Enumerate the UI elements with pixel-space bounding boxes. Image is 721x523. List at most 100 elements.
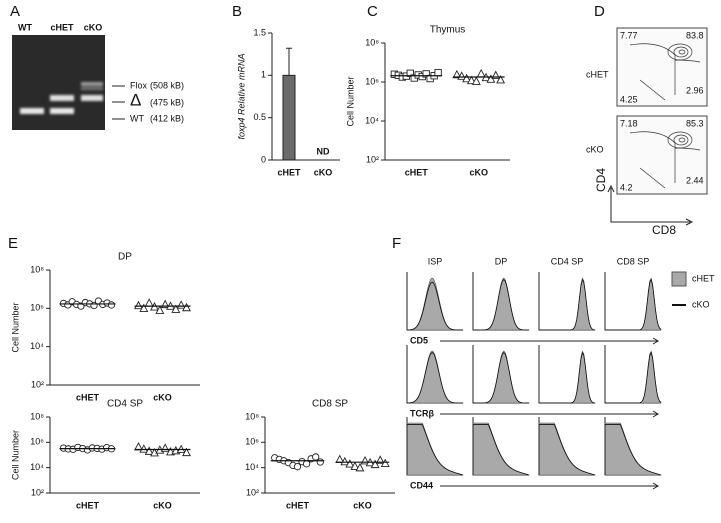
data-point (467, 75, 476, 85)
y-tick-label: 10⁸ (245, 411, 259, 421)
y-tick-label: 10² (246, 487, 259, 497)
data-point (345, 459, 355, 468)
y-tick-label: 10⁸ (365, 37, 379, 47)
x-tick-label: cHET (405, 167, 429, 177)
chart-title: Thymus (430, 25, 466, 36)
data-point (139, 303, 149, 312)
lane-label: cHET (50, 22, 74, 32)
data-point (176, 300, 186, 309)
y-tick-label: 10⁶ (30, 437, 44, 447)
data-point (312, 453, 320, 461)
axes (384, 43, 510, 161)
x-tick-label: cKO (314, 167, 333, 177)
y-tick-label: 10⁴ (365, 115, 379, 125)
quadrant-value: 83.8 (686, 30, 704, 40)
histogram-cko (604, 424, 662, 476)
x-tick-label: cKO (153, 500, 172, 510)
row-arrow (440, 337, 659, 345)
flow-group: cHET (586, 69, 609, 79)
x-tick-label: cHET (286, 500, 310, 510)
data-point (380, 458, 390, 467)
histogram-cko (406, 352, 464, 404)
data-point (471, 76, 481, 85)
histogram-cko (473, 351, 530, 404)
axes (49, 417, 200, 494)
histogram-chet (604, 422, 662, 476)
y-tick-label: 10⁶ (365, 76, 379, 86)
data-point (496, 75, 506, 84)
data-point (476, 68, 486, 78)
band-size: (475 kB) (150, 97, 184, 107)
chart-title: CD8 SP (312, 399, 348, 410)
data-point (155, 305, 165, 314)
y-tick-label: 10² (31, 487, 44, 497)
quadrant-value: 4.25 (620, 94, 638, 104)
band-size: (412 kB) (150, 113, 184, 123)
chart-title: CD4 SP (107, 399, 143, 410)
data-point (182, 447, 191, 457)
column-label: CD4 SP (551, 256, 584, 266)
value-label: ND (317, 146, 330, 156)
data-point (452, 69, 462, 79)
data-point (434, 69, 442, 77)
data-point (370, 459, 380, 469)
chart-title: DP (118, 252, 132, 263)
column-label: ISP (428, 256, 443, 266)
y-tick-label: 10⁶ (30, 303, 44, 313)
axis-label: CD8 (652, 223, 676, 237)
histogram-cko (472, 424, 530, 476)
axes (264, 417, 395, 494)
axes (271, 33, 340, 161)
panel-label: F (392, 235, 401, 252)
flow-plots (607, 27, 708, 226)
legend-swatch (671, 271, 687, 287)
histogram-chet (406, 350, 464, 404)
lane-label: WT (18, 22, 32, 32)
x-tick-label: cHET (76, 500, 100, 510)
gel-bands (20, 82, 103, 114)
histogram-cko (605, 278, 662, 331)
y-tick-label: 10⁸ (30, 411, 44, 421)
y-tick-label: 1 (261, 70, 266, 80)
legend-label: cKO (692, 299, 710, 309)
y-tick-label: 0 (261, 154, 266, 164)
data-point (139, 444, 149, 453)
y-tick-label: 10⁴ (30, 341, 44, 351)
axes (49, 270, 200, 386)
panel-label: C (367, 3, 378, 20)
panel-label: A (10, 3, 20, 20)
row-label: TCRβ (410, 408, 434, 418)
panel-label: E (8, 235, 18, 252)
data-point (422, 70, 430, 78)
y-axis-label: Cell Number (10, 430, 20, 480)
x-tick-label: cHET (76, 392, 100, 402)
band-name: Δ (130, 90, 141, 109)
column-label: CD8 SP (617, 256, 650, 266)
data-point (462, 73, 472, 83)
data-point (171, 304, 181, 313)
data-point (406, 69, 414, 77)
data-point (144, 446, 154, 455)
quadrant-value: 2.96 (686, 85, 704, 95)
row-arrow (440, 482, 659, 490)
quadrant-value: 7.18 (620, 118, 638, 128)
histogram-cko (538, 424, 596, 476)
y-tick-label: 10⁴ (30, 462, 44, 472)
data-point (160, 443, 170, 452)
band-name: Flox (130, 80, 148, 90)
histogram-cko (406, 281, 464, 331)
y-tick-label: 10⁴ (245, 462, 259, 472)
data-point (316, 458, 324, 466)
y-tick-label: 10² (31, 379, 44, 389)
y-axis-label: Cell Number (10, 302, 20, 352)
y-tick-label: 1.5 (253, 27, 266, 37)
data-point (144, 298, 154, 307)
row-label: CD44 (410, 480, 433, 490)
row-arrow (440, 410, 659, 418)
y-tick-label: 10⁸ (30, 264, 44, 274)
band-size: (508 kB) (150, 80, 184, 90)
column-label: DP (495, 256, 508, 266)
flow-group: cKO (586, 144, 604, 154)
